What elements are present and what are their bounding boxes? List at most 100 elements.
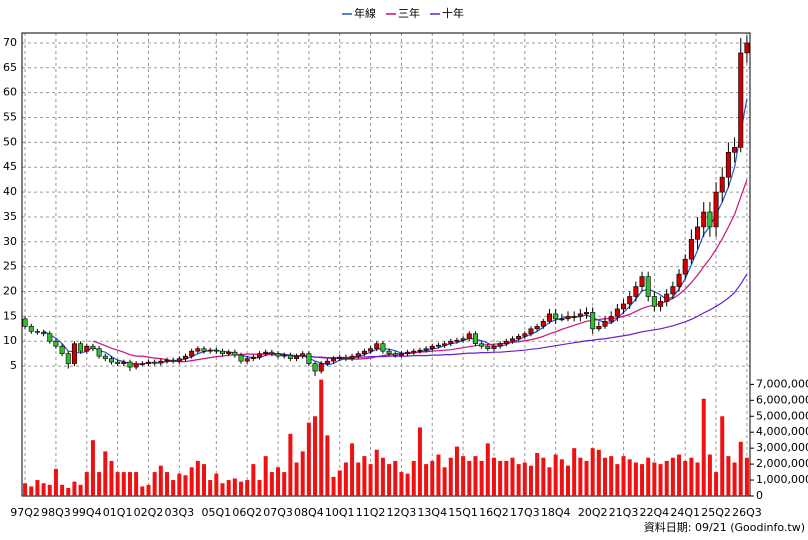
y-tick-label: 5 xyxy=(10,359,17,372)
candle-body xyxy=(47,333,53,342)
volume-bar xyxy=(282,472,287,496)
volume-bar xyxy=(146,484,151,496)
volume-bar xyxy=(214,473,219,496)
x-tick-label: 22Q4 xyxy=(640,506,670,519)
footnote: 資料日期: 09/21 (Goodinfo.tw) xyxy=(644,520,805,534)
volume-bar xyxy=(171,480,176,496)
y-tick-label: 40 xyxy=(3,185,17,198)
candle-body xyxy=(22,318,28,327)
volume-bar xyxy=(35,480,40,496)
legend-label: 年線 xyxy=(354,6,376,20)
volume-bar xyxy=(683,460,688,496)
candle-body xyxy=(287,354,293,359)
candle-body xyxy=(448,340,454,345)
candle-body xyxy=(485,345,491,349)
candle-body xyxy=(732,147,738,153)
volume-bar xyxy=(572,448,577,496)
candle-body xyxy=(102,355,108,359)
candle-body xyxy=(546,313,552,322)
volume-bar xyxy=(319,379,324,496)
candle-body xyxy=(701,211,707,228)
volume-bar xyxy=(226,480,231,496)
volume-bar xyxy=(134,472,139,496)
volume-bar xyxy=(23,483,28,496)
volume-bar xyxy=(535,452,540,496)
y-tick-label: 20 xyxy=(3,285,17,298)
volume-bar xyxy=(245,480,250,496)
y-tick-label: 55 xyxy=(3,111,17,124)
volume-bar xyxy=(115,472,120,496)
candle-body xyxy=(176,358,182,362)
volume-bar xyxy=(584,460,589,496)
candle-body xyxy=(96,348,102,357)
volume-bar xyxy=(498,460,503,496)
volume-bar xyxy=(53,468,58,496)
candle-body xyxy=(145,361,151,364)
candle-body xyxy=(695,226,701,240)
candle-body xyxy=(596,326,602,330)
candle-body xyxy=(602,321,608,327)
candle-body xyxy=(565,316,571,320)
candle-body xyxy=(349,355,355,359)
legend-label: 三年 xyxy=(398,6,420,20)
volume-bar xyxy=(454,446,459,496)
candle-body xyxy=(658,301,664,307)
candle-body xyxy=(201,348,207,352)
volume-bar xyxy=(269,472,274,496)
volume-bar xyxy=(461,456,466,496)
candle-body xyxy=(442,343,448,346)
candle-body xyxy=(423,348,429,351)
candle-body xyxy=(516,335,522,340)
volume-bar xyxy=(399,472,404,496)
candle-body xyxy=(133,363,139,368)
candle-body xyxy=(53,340,59,347)
volume-bar xyxy=(707,454,712,496)
volume-bar xyxy=(164,472,169,496)
volume-bar xyxy=(677,454,682,496)
x-tick-label: 06Q2 xyxy=(232,506,262,519)
y2-tick-label: 6,000,000 xyxy=(756,393,808,406)
candle-body xyxy=(164,359,170,362)
volume-bar xyxy=(442,467,447,496)
x-tick-label: 97Q2 xyxy=(10,506,40,519)
volume-bar xyxy=(331,476,336,496)
candle-body xyxy=(645,276,651,297)
volume-bar xyxy=(257,480,262,496)
candle-body xyxy=(41,331,47,335)
candle-body xyxy=(405,351,411,354)
volume-bar xyxy=(473,456,478,496)
volume-bar xyxy=(714,472,719,496)
candle-body xyxy=(300,353,306,357)
candle-body xyxy=(429,345,435,349)
candle-body xyxy=(361,350,367,354)
volume-bar xyxy=(448,457,453,496)
x-tick-label: 99Q4 xyxy=(72,506,102,519)
candle-body xyxy=(127,361,133,368)
y-tick-label: 60 xyxy=(3,86,17,99)
candle-body xyxy=(411,350,417,353)
volume-bar xyxy=(689,457,694,496)
volume-bar xyxy=(701,398,706,496)
candle-body xyxy=(238,354,244,362)
volume-bar xyxy=(528,465,533,496)
y-tick-label: 50 xyxy=(3,135,17,148)
volume-bar xyxy=(90,440,95,496)
y2-tick-label: 7,000,000 xyxy=(756,377,808,390)
volume-bar xyxy=(578,457,583,496)
volume-bar xyxy=(300,451,305,496)
candle-body xyxy=(664,293,670,302)
volume-bar xyxy=(695,462,700,496)
volume-bar xyxy=(652,462,657,496)
candle-body xyxy=(738,52,744,148)
volume-bar xyxy=(430,460,435,496)
candle-body xyxy=(281,354,287,357)
volume-bar xyxy=(313,416,318,496)
volume-bar xyxy=(417,427,422,496)
volume-bar xyxy=(424,464,429,496)
volume-bar xyxy=(374,449,379,496)
candle-body xyxy=(71,343,77,364)
volume-bar xyxy=(140,486,145,496)
volume-bar xyxy=(306,422,311,496)
y-tick-label: 35 xyxy=(3,210,17,223)
candle-body xyxy=(182,355,188,359)
